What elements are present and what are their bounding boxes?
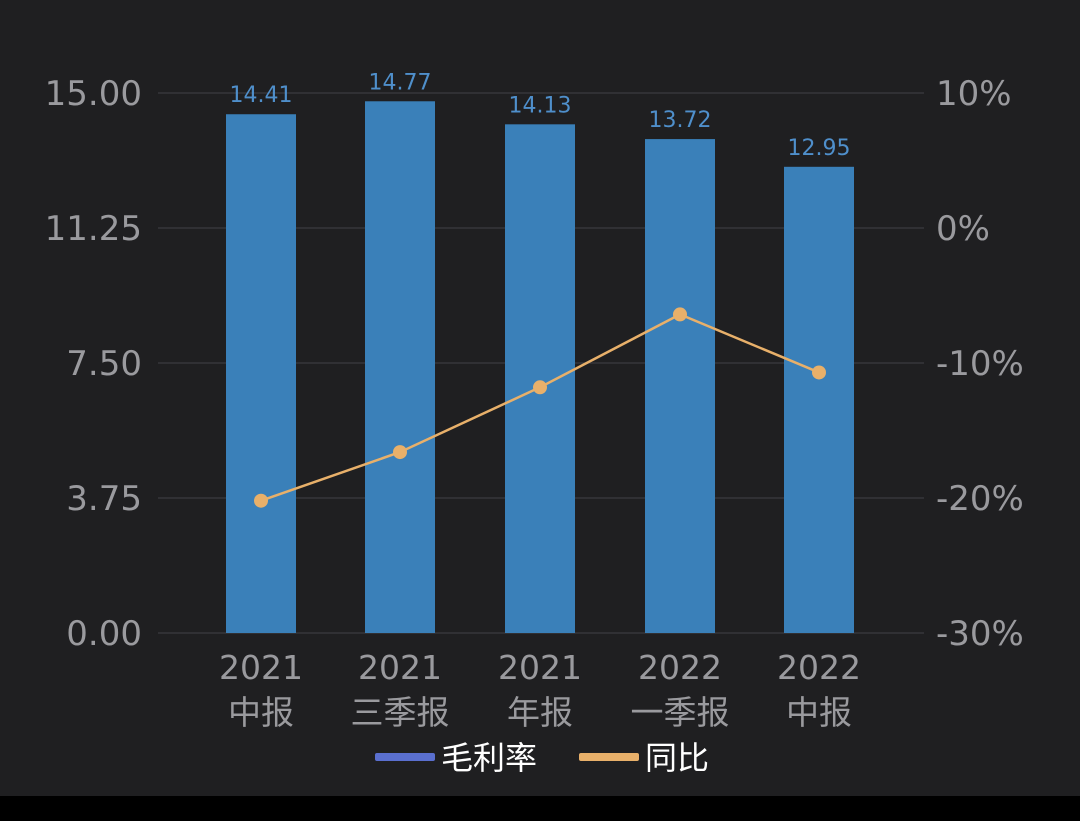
x-axis: 2021 中报 2021 三季报 2021 年报 2022 一季报 2022 中报 <box>219 648 861 732</box>
bar-value-label: 14.41 <box>230 83 293 108</box>
chart-container: 15.00 11.25 7.50 3.75 0.00 10% 0% -10% -20% -30%… <box>44 70 1024 777</box>
legend-label-yoy: 同比 <box>645 739 709 777</box>
bottom-bar <box>0 796 1080 821</box>
right-y-axis: 10% 0% -10% -20% -30% <box>936 74 1024 654</box>
x-tick-year: 2021 <box>219 648 303 687</box>
bar <box>365 101 435 633</box>
bar-series <box>226 101 854 634</box>
x-tick-period: 中报 <box>228 693 294 732</box>
right-axis-tick-label: -30% <box>936 614 1024 654</box>
left-axis-tick-label: 7.50 <box>66 344 142 384</box>
x-tick-period: 三季报 <box>351 693 450 732</box>
legend-label-gross-margin: 毛利率 <box>441 739 537 777</box>
bar-value-label: 14.77 <box>369 70 432 95</box>
x-tick-year: 2022 <box>638 648 722 687</box>
line-series <box>254 307 826 508</box>
yoy-point <box>812 365 826 380</box>
x-tick-period: 中报 <box>786 693 852 732</box>
right-axis-tick-label: -10% <box>936 344 1024 384</box>
right-axis-tick-label: -20% <box>936 479 1024 519</box>
legend-swatch-gross-margin <box>375 753 435 761</box>
yoy-point <box>393 445 407 460</box>
legend-swatch-yoy <box>579 753 639 761</box>
x-tick-period: 年报 <box>507 693 573 732</box>
left-axis-tick-label: 0.00 <box>66 614 142 654</box>
gross-margin-chart: 15.00 11.25 7.50 3.75 0.00 10% 0% -10% -20% -30%… <box>45 70 1024 777</box>
left-axis-tick-label: 15.00 <box>45 74 142 114</box>
yoy-point <box>533 380 547 395</box>
bar <box>226 114 296 634</box>
bar <box>784 166 854 634</box>
right-axis-tick-label: 10% <box>936 74 1012 114</box>
left-axis-tick-label: 3.75 <box>66 479 142 519</box>
yoy-point <box>673 307 687 322</box>
bar-value-label: 14.13 <box>509 93 572 118</box>
yoy-point <box>254 493 268 508</box>
bar-data-labels: 14.41 14.77 14.13 13.72 12.95 <box>230 70 851 161</box>
bar <box>645 139 715 633</box>
legend: 毛利率 同比 <box>375 739 709 777</box>
x-tick-period: 一季报 <box>631 693 730 732</box>
left-y-axis: 15.00 11.25 7.50 3.75 0.00 <box>45 74 142 654</box>
bar-value-label: 12.95 <box>788 136 851 161</box>
right-axis-tick-label: 0% <box>936 209 990 249</box>
x-tick-year: 2021 <box>498 648 582 687</box>
x-tick-year: 2022 <box>777 648 861 687</box>
x-tick-year: 2021 <box>358 648 442 687</box>
bar <box>505 124 575 633</box>
bar-value-label: 13.72 <box>649 108 712 133</box>
left-axis-tick-label: 11.25 <box>45 209 142 249</box>
